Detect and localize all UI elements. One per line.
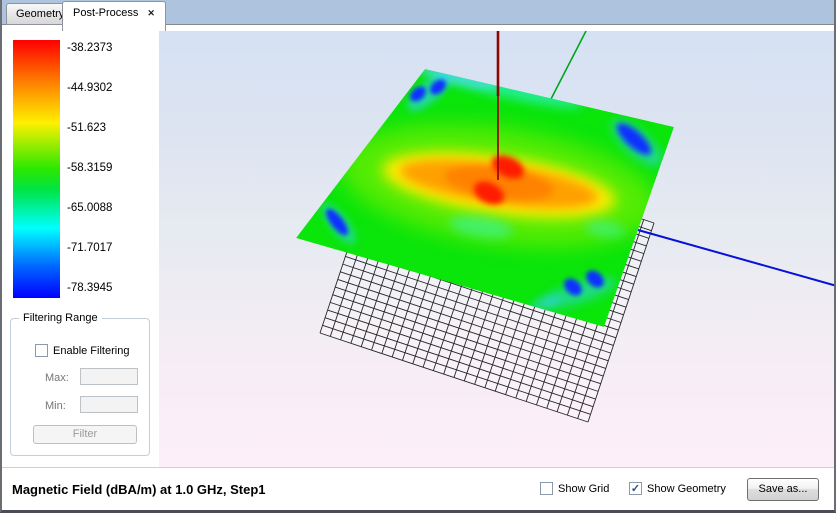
filtering-range-group: Filtering Range Enable Filtering Max: Mi… [10,312,150,456]
tab-post-process-label: Post-Process [73,7,139,19]
colorbar-tick: -38.2373 [67,42,113,54]
color-scale-bar [13,40,60,298]
x-axis-blue [637,229,834,287]
field-plane-heatmap [296,69,674,327]
colorbar-tick: -71.7017 [67,242,113,254]
show-grid-label: Show Grid [558,482,610,495]
enable-filtering-checkbox[interactable] [35,344,48,357]
colorbar-tick: -58.3159 [67,162,113,174]
filter-button[interactable]: Filter [33,425,137,444]
filtering-range-title: Filtering Range [19,312,102,324]
max-field[interactable] [80,368,138,385]
min-field[interactable] [80,396,138,413]
tab-geometry[interactable]: Geometry [6,3,75,25]
colorbar-tick: -78.3945 [67,282,113,294]
tab-bar: Geometry Post-Process ✕ [2,0,834,31]
tab-post-process[interactable]: Post-Process ✕ [62,1,166,31]
show-geometry-label: Show Geometry [647,482,726,495]
colorbar-tick: -44.9302 [67,82,113,94]
min-label: Min: [45,400,66,412]
enable-filtering-label: Enable Filtering [53,344,130,357]
close-icon[interactable]: ✕ [147,8,155,18]
max-label: Max: [45,372,69,384]
colorbar-tick: -51.623 [67,122,107,134]
viewport-3d[interactable] [158,31,834,467]
result-title: Magnetic Field (dBA/m) at 1.0 GHz, Step1 [12,482,266,497]
show-geometry-control[interactable]: ✓ Show Geometry [629,482,726,495]
checkmark-icon: ✓ [630,483,641,495]
show-geometry-checkbox[interactable]: ✓ [629,482,642,495]
show-grid-control[interactable]: Show Grid [540,482,609,495]
status-bar: Magnetic Field (dBA/m) at 1.0 GHz, Step1… [2,467,834,510]
show-grid-checkbox[interactable] [540,482,553,495]
post-process-panel: -38.2373 -44.9302 -51.623 -58.3159 -65.0… [2,31,158,467]
y-axis-green [550,31,587,100]
tab-geometry-label: Geometry [16,8,65,20]
3d-scene [296,31,834,423]
save-as-button[interactable]: Save as... [747,478,819,501]
colorbar-tick: -65.0088 [67,202,113,214]
